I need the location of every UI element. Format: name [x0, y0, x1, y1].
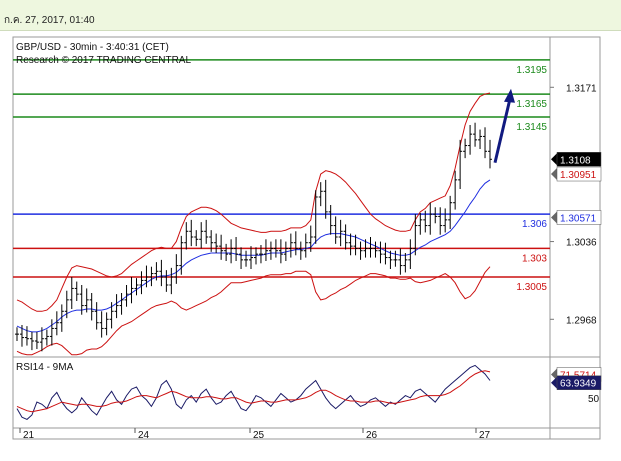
forecast-arrow-head — [504, 88, 515, 103]
price-badge-label: 1.30571 — [560, 213, 597, 224]
rsi-badge-pointer — [551, 376, 557, 389]
timestamp: ก.ค. 27, 2017, 01:40 — [4, 15, 95, 26]
time-tick-label: 21 — [23, 430, 35, 441]
price-badge-box — [556, 152, 602, 167]
level-label: 1.303 — [522, 253, 547, 264]
forecast-arrow-shaft — [493, 98, 512, 164]
level-label: 1.3165 — [516, 99, 547, 110]
time-axis: 21 24 25 26 27 — [19, 428, 491, 441]
price-badge-box — [556, 210, 602, 225]
level-label: 1.3145 — [516, 122, 547, 133]
time-tick-label: 26 — [366, 430, 378, 441]
price-badge-pointer — [551, 168, 557, 181]
rsi-series-line — [16, 364, 491, 420]
level-label: 1.3195 — [516, 65, 547, 76]
price-tick-label: 1.3036 — [566, 238, 597, 249]
bollinger-bands — [16, 92, 491, 356]
time-tick-label: 27 — [479, 430, 491, 441]
price-badge-label: 1.30951 — [560, 170, 597, 181]
rsi-axis: 5071.571463.9349 — [551, 367, 602, 405]
forecast-arrow — [493, 88, 515, 164]
moving-average-line — [16, 179, 491, 333]
rsi-badge-label: 63.9349 — [560, 379, 597, 390]
price-badge-pointer — [551, 211, 557, 224]
bollinger-lower-band — [16, 266, 491, 356]
level-label: 1.306 — [522, 219, 547, 230]
support-resistance-levels: 1.3195 1.3165 1.3145 1.306 1.303 1.3005 — [13, 59, 550, 293]
price-bars — [15, 122, 492, 352]
rsi-badge-pointer — [551, 368, 557, 381]
rsi-tick-label: 50 — [588, 394, 600, 405]
bollinger-upper-band — [16, 92, 491, 312]
rsi-lines — [16, 364, 491, 420]
rsi-series-line — [16, 370, 491, 413]
price-badge-box — [556, 166, 602, 182]
price-axis: 1.3171 1.3036 1.2968 — [550, 83, 597, 326]
level-label: 1.3005 — [516, 282, 547, 293]
price-tick-label: 1.2968 — [566, 315, 597, 326]
price-badges: 1.3108 1.30951 1.30571 — [551, 152, 602, 225]
price-badge-pointer — [551, 153, 557, 166]
chart-subtitle: Research © 2017 TRADING CENTRAL — [16, 55, 191, 66]
chart-title: GBP/USD - 30min - 3:40:31 (CET) — [16, 42, 169, 53]
price-tick-label: 1.3171 — [566, 83, 597, 94]
chart-outer-border — [12, 36, 601, 440]
rsi-badge-box — [556, 375, 602, 390]
rsi-title: RSI14 - 9MA — [16, 362, 74, 373]
timestamp-header: ก.ค. 27, 2017, 01:40 — [0, 0, 621, 31]
time-tick-label: 25 — [253, 430, 265, 441]
price-badge-label: 1.3108 — [560, 155, 591, 166]
time-tick-label: 24 — [138, 430, 150, 441]
